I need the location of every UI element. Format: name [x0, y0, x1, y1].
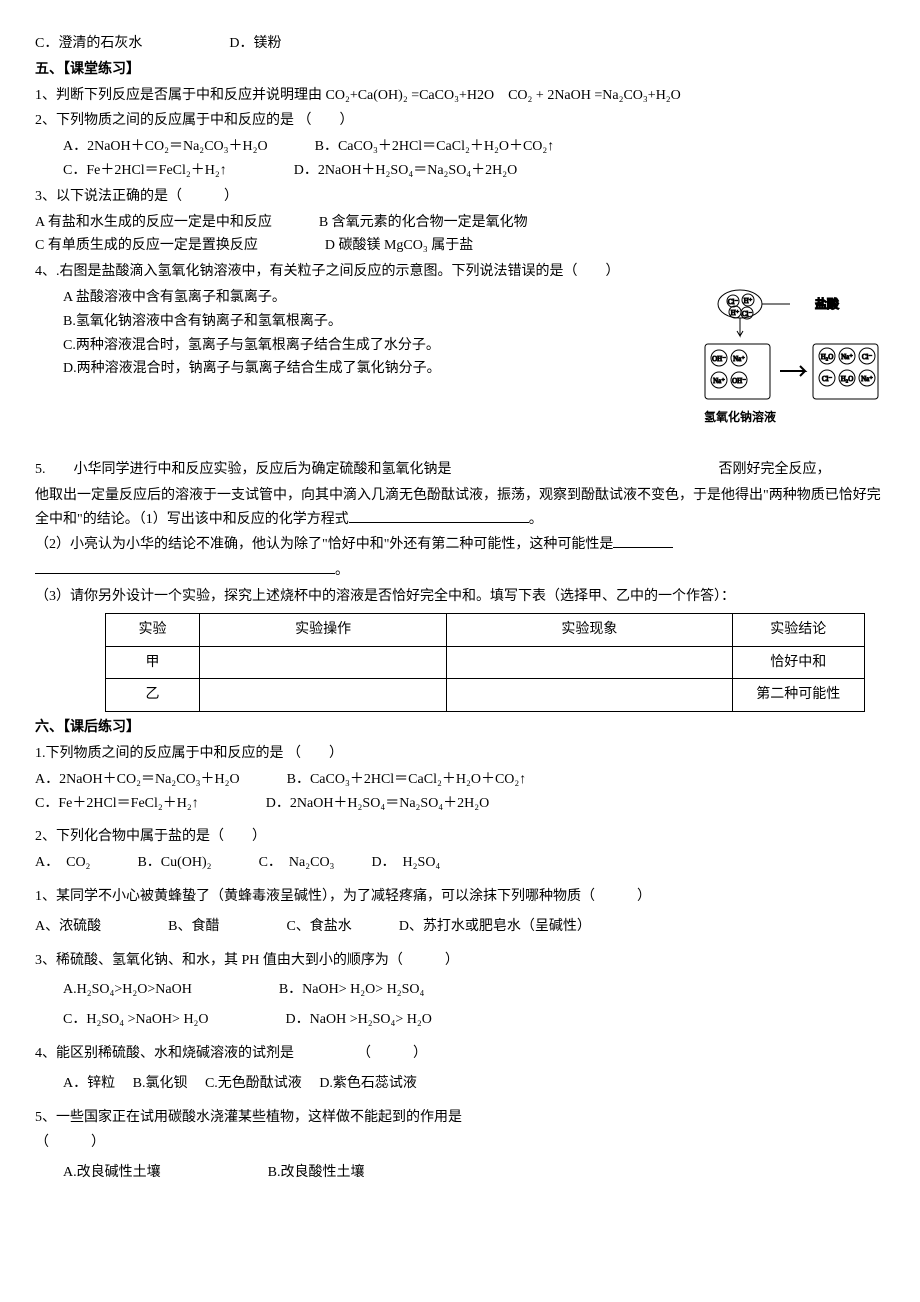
- s6-q4c: C.无色酚酞试液: [205, 1076, 302, 1091]
- s5-q1: 1、判断下列反应是否属于中和反应并说明理由 CO₂+Ca(OH)₂ =CaCO₃…: [35, 84, 885, 108]
- s6-q3: 3、稀硫酸、氢氧化钠、和水，其 PH 值由大到小的顺序为（ ）: [35, 949, 885, 973]
- experiment-table: 实验 实验操作 实验现象 实验结论 甲 恰好中和 乙 第二种可能性: [105, 613, 865, 712]
- svg-text:Na⁺: Na⁺: [841, 353, 853, 361]
- s6-q5-opts: A.改良碱性土壤 B.改良酸性土壤: [63, 1161, 885, 1185]
- s5-q2a: A．2NaOH＋CO₂＝Na₂CO₃＋H₂O: [63, 139, 268, 154]
- s5-q4: 4、.右图是盐酸滴入氢氧化钠溶液中，有关粒子之间反应的示意图。下列说法错误的是（…: [35, 260, 885, 284]
- s5-q2-opts: A．2NaOH＋CO₂＝Na₂CO₃＋H₂O B．CaCO₃＋2HCl＝CaCl…: [63, 135, 885, 183]
- cell-r1c1[interactable]: [200, 679, 447, 712]
- th-0: 实验: [106, 613, 200, 646]
- blank-1[interactable]: [349, 508, 529, 523]
- s6-qsting-opts: A、浓硫酸 B、食醋 C、食盐水 D、苏打水或肥皂水（呈碱性）: [35, 915, 885, 939]
- s6-q3a: A.H₂SO₄>H₂O>NaOH: [63, 982, 192, 997]
- s6-q2c: C． Na₂CO₃: [259, 855, 335, 870]
- s5-q3-opts: A 有盐和水生成的反应一定是中和反应 B 含氧元素的化合物一定是氧化物 C 有单…: [35, 211, 885, 259]
- th-3: 实验结论: [732, 613, 864, 646]
- svg-text:氢氧化钠溶液: 氢氧化钠溶液: [704, 409, 776, 424]
- s5-q5a2: 否刚好完全反应，: [719, 462, 831, 477]
- s5-q5a: 5. 小华同学进行中和反应实验，反应后为确定硫酸和氢氧化钠是: [35, 462, 452, 477]
- opt-c: C．澄清的石灰水: [35, 36, 142, 51]
- svg-text:H₂O: H₂O: [841, 375, 854, 383]
- cell-r0c1[interactable]: [200, 646, 447, 679]
- s6-q5-paren: （ ）: [35, 1131, 885, 1155]
- svg-text:Na⁺: Na⁺: [713, 377, 725, 385]
- s5-q5b-line: 他取出一定量反应后的溶液于一支试管中，向其中滴入几滴无色酚酞试液，振荡，观察到酚…: [35, 484, 885, 532]
- s5-q2d: D．2NaOH＋H₂SO₄＝Na₂SO₄＋2H₂O: [294, 163, 518, 178]
- s6-q3d: D．NaOH >H₂SO₄> H₂O: [286, 1012, 432, 1027]
- svg-text:Na⁺: Na⁺: [861, 375, 873, 383]
- svg-text:OH⁻: OH⁻: [712, 355, 726, 363]
- blank-3[interactable]: [35, 559, 335, 574]
- reaction-diagram: Cl⁻ H⁺ H⁺ Cl⁻ 盐酸 OH⁻ Na⁺ Na⁺ OH⁻ H₂O Na⁺…: [685, 286, 885, 456]
- s5-q5c-line: （2）小亮认为小华的结论不准确，他认为除了"恰好中和"外还有第二种可能性，这种可…: [35, 533, 885, 557]
- svg-text:OH⁻: OH⁻: [732, 377, 746, 385]
- s6-q1b: B．CaCO₃＋2HCl＝CaCl₂＋H₂O＋CO₂↑: [287, 772, 527, 787]
- s5-q3a: A 有盐和水生成的反应一定是中和反应: [35, 215, 272, 230]
- cell-r1c3: 第二种可能性: [732, 679, 864, 712]
- s6-q2: 2、下列化合物中属于盐的是（ ）: [35, 825, 885, 849]
- s6-qsc: C、食盐水: [286, 919, 351, 934]
- svg-text:盐酸: 盐酸: [815, 296, 840, 311]
- cell-r1c0: 乙: [106, 679, 200, 712]
- s6-q1d: D．2NaOH＋H₂SO₄＝Na₂SO₄＋2H₂O: [266, 796, 490, 811]
- s5-q2: 2、下列物质之间的反应属于中和反应的是 （ ）: [35, 109, 885, 133]
- s5-q3d: D 碳酸镁 MgCO₃ 属于盐: [325, 238, 473, 253]
- s5-q5d: （3）请你另外设计一个实验，探究上述烧杯中的溶液是否恰好完全中和。填写下表（选择…: [35, 585, 885, 609]
- s6-q2b: B．Cu(OH)₂: [137, 855, 211, 870]
- svg-text:Cl⁻: Cl⁻: [822, 375, 833, 383]
- s5-q5: 5. 小华同学进行中和反应实验，反应后为确定硫酸和氢氧化钠是 否刚好完全反应，: [35, 458, 885, 482]
- s6-q1: 1.下列物质之间的反应属于中和反应的是 （ ）: [35, 742, 885, 766]
- svg-text:H⁺: H⁺: [731, 309, 740, 317]
- svg-text:Na⁺: Na⁺: [733, 355, 745, 363]
- s6-q4d: D.紫色石蕊试液: [319, 1076, 417, 1091]
- s6-q4a: A．锌粒: [63, 1076, 115, 1091]
- s5-q3: 3、以下说法正确的是（ ）: [35, 185, 885, 209]
- s6-q3c: C．H₂SO₄ >NaOH> H₂O: [63, 1012, 209, 1027]
- s6-q1a: A．2NaOH＋CO₂＝Na₂CO₃＋H₂O: [35, 772, 240, 787]
- svg-text:H⁺: H⁺: [744, 297, 753, 305]
- s6-q2d: D． H₂SO₄: [371, 855, 440, 870]
- s5-q3c: C 有单质生成的反应一定是置换反应: [35, 238, 258, 253]
- s6-q1c: C．Fe＋2HCl＝FeCl₂＋H₂↑: [35, 796, 199, 811]
- s6-q3-opts: A.H₂SO₄>H₂O>NaOH B．NaOH> H₂O> H₂SO₄ C．H₂…: [63, 978, 885, 1032]
- s6-q4: 4、能区别稀硫酸、水和烧碱溶液的试剂是 （ ）: [35, 1042, 885, 1066]
- top-options: C．澄清的石灰水 D．镁粉: [35, 32, 885, 56]
- s5-q3b: B 含氧元素的化合物一定是氧化物: [319, 215, 528, 230]
- svg-text:Cl⁻: Cl⁻: [742, 310, 753, 318]
- s5-q5c: （2）小亮认为小华的结论不准确，他认为除了"恰好中和"外还有第二种可能性，这种可…: [35, 537, 613, 552]
- th-1: 实验操作: [200, 613, 447, 646]
- table-row: 乙 第二种可能性: [106, 679, 865, 712]
- svg-text:Cl⁻: Cl⁻: [862, 353, 873, 361]
- s6-qsa: A、浓硫酸: [35, 919, 101, 934]
- s5-q2c: C．Fe＋2HCl＝FeCl₂＋H₂↑: [63, 163, 227, 178]
- th-2: 实验现象: [447, 613, 732, 646]
- table-header-row: 实验 实验操作 实验现象 实验结论: [106, 613, 865, 646]
- section5-title: 五、【课堂练习】: [35, 58, 885, 82]
- s6-q5b: B.改良酸性土壤: [268, 1165, 365, 1180]
- s5-q2b: B．CaCO₃＋2HCl＝CaCl₂＋H₂O＋CO₂↑: [315, 139, 555, 154]
- svg-text:H₂O: H₂O: [821, 353, 834, 361]
- s6-q3b: B．NaOH> H₂O> H₂SO₄: [279, 982, 425, 997]
- svg-text:Cl⁻: Cl⁻: [728, 298, 739, 306]
- s6-q4b: B.氯化钡: [133, 1076, 188, 1091]
- s6-qsb: B、食醋: [168, 919, 219, 934]
- cell-r0c0: 甲: [106, 646, 200, 679]
- s6-q5a: A.改良碱性土壤: [63, 1165, 161, 1180]
- s6-q2-opts: A． CO₂ B．Cu(OH)₂ C． Na₂CO₃ D． H₂SO₄: [35, 851, 885, 875]
- s6-qsd: D、苏打水或肥皂水（呈碱性）: [399, 919, 591, 934]
- section6-title: 六、【课后练习】: [35, 716, 885, 740]
- cell-r0c2[interactable]: [447, 646, 732, 679]
- s6-q2a: A． CO₂: [35, 855, 90, 870]
- cell-r1c2[interactable]: [447, 679, 732, 712]
- s6-qsting: 1、某同学不小心被黄蜂蛰了（黄蜂毒液呈碱性），为了减轻疼痛，可以涂抹下列哪种物质…: [35, 885, 885, 909]
- blank-2[interactable]: [613, 533, 673, 548]
- s6-q4-opts: A．锌粒 B.氯化钡 C.无色酚酞试液 D.紫色石蕊试液: [63, 1072, 885, 1096]
- s6-q5: 5、一些国家正在试用碳酸水浇灌某些植物，这样做不能起到的作用是: [35, 1106, 885, 1130]
- s6-q1-opts: A．2NaOH＋CO₂＝Na₂CO₃＋H₂O B．CaCO₃＋2HCl＝CaCl…: [35, 768, 885, 816]
- table-row: 甲 恰好中和: [106, 646, 865, 679]
- cell-r0c3: 恰好中和: [732, 646, 864, 679]
- opt-d: D．镁粉: [229, 36, 281, 51]
